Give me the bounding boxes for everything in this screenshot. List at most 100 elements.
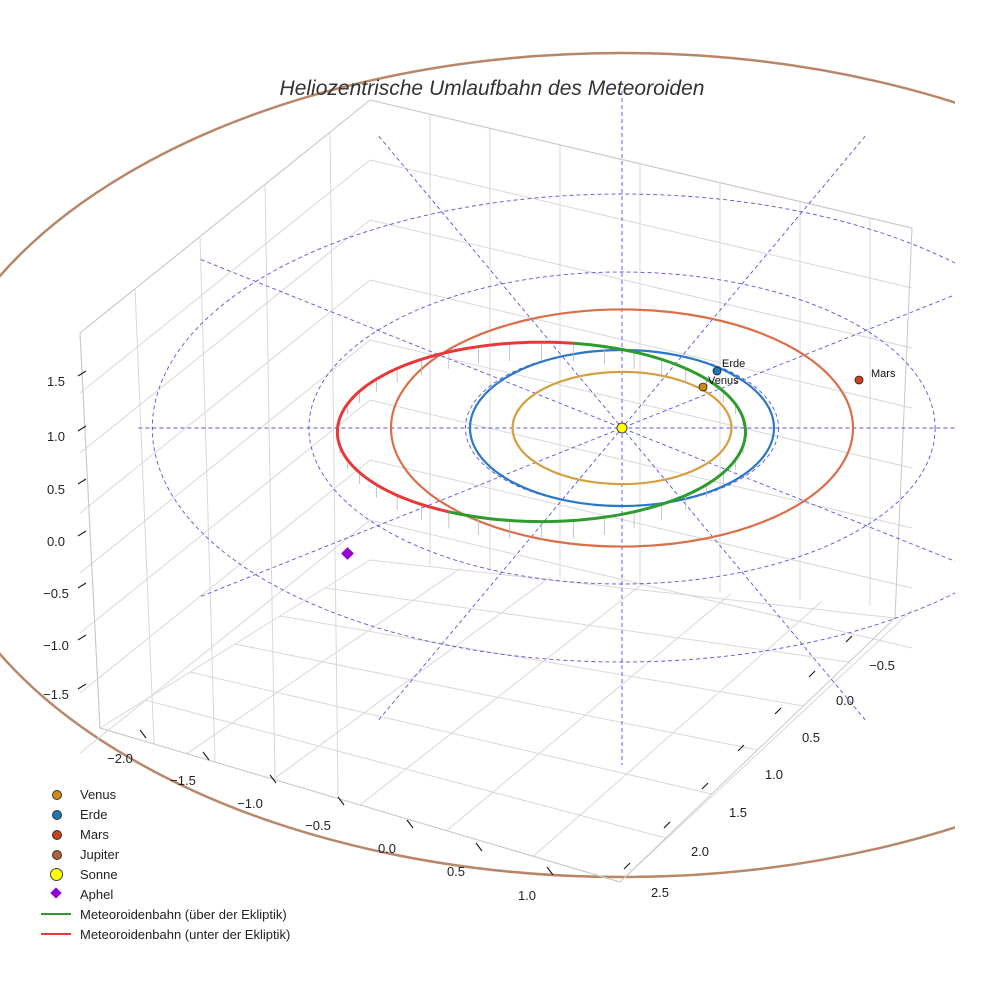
legend-label: Aphel: [80, 886, 114, 902]
grid-line: [189, 671, 712, 795]
ecliptic-spoke: [200, 259, 955, 562]
legend-diamond-shape: [50, 887, 62, 899]
legend-line-shape: [41, 913, 71, 915]
erde-marker: [712, 366, 722, 376]
grid-line: [273, 576, 551, 780]
z-tick-label: −1.5: [43, 687, 69, 702]
legend-marker: [38, 924, 74, 944]
legend-marker: [38, 904, 74, 924]
z-tick-label: 0.0: [47, 534, 65, 549]
mars-orbit: [389, 308, 855, 548]
x-tick: [269, 774, 277, 784]
legend-label: Jupiter: [80, 846, 120, 862]
x-tick-label: 1.0: [518, 888, 536, 903]
legend-label: Meteoroidenbahn (unter der Ekliptik): [80, 926, 291, 942]
z-tick: [77, 634, 87, 641]
meteoroid-orbit: [335, 340, 748, 524]
x-tick: [475, 842, 483, 852]
y-tick: [737, 744, 745, 752]
sun-marker: [616, 422, 628, 434]
grid-line: [369, 559, 896, 619]
front-edge: [99, 727, 621, 883]
z-tick-label: −0.5: [43, 586, 69, 601]
legend-item: Venus: [38, 784, 290, 804]
grid-line: [279, 615, 804, 707]
grid-line: [329, 131, 339, 799]
z-tick: [77, 478, 87, 485]
grid-line: [79, 159, 913, 394]
z-tick-label: 0.5: [47, 482, 65, 497]
venus-orbit: [511, 370, 733, 486]
y-tick: [845, 635, 853, 643]
y-tick-label: 0.5: [802, 730, 820, 745]
legend-label: Mars: [80, 826, 109, 842]
z-tick-label: −1.0: [43, 638, 69, 653]
grid-line: [264, 183, 276, 781]
x-tick-label: 0.0: [378, 841, 396, 856]
right-back-edge: [894, 227, 913, 619]
y-tick-label: 2.0: [691, 844, 709, 859]
mars-marker: [854, 375, 864, 385]
erde-label: Erde: [722, 358, 745, 370]
legend-item: Meteoroidenbahn (über der Ekliptik): [38, 904, 290, 924]
y-tick-label: 1.5: [729, 805, 747, 820]
x-tick-label: −2.0: [107, 751, 133, 766]
grid-line: [79, 219, 913, 454]
chart-title: Heliozentrische Umlaufbahn des Meteoroid…: [280, 77, 705, 100]
grid-line: [199, 235, 216, 763]
grid-line: [359, 584, 642, 806]
y-tick-label: 1.0: [765, 767, 783, 782]
x-tick: [337, 796, 345, 806]
legend-line-shape: [41, 933, 71, 935]
legend-dot-shape: [52, 810, 62, 820]
y-tick: [623, 862, 631, 870]
legend-dot-shape: [52, 790, 62, 800]
x-tick: [406, 819, 414, 829]
legend: Venus Erde Mars Jupiter Sonne Aphel Meteoroide…: [38, 784, 290, 944]
legend-label: Venus: [80, 786, 117, 802]
legend-label: Sonne: [80, 866, 118, 882]
legend-marker: [38, 884, 74, 904]
grid-line: [79, 459, 913, 694]
grid-line: [79, 399, 913, 634]
x-tick-label: −0.5: [305, 818, 331, 833]
legend-marker: [38, 844, 74, 864]
legend-item: Mars: [38, 824, 290, 844]
z-tick-label: 1.5: [47, 374, 65, 389]
y-tick: [808, 670, 816, 678]
x-axis-ticks: −2.0 −1.5 −1.0 −0.5 0.0 0.5 1.0: [107, 729, 554, 903]
x-tick-label: −1.5: [170, 773, 196, 788]
legend-item: Sonne: [38, 864, 290, 884]
x-tick-label: 0.5: [447, 864, 465, 879]
venus-marker: [698, 382, 708, 392]
grid-line: [533, 601, 822, 857]
grid-line: [134, 287, 155, 745]
y-tick-label: 2.5: [651, 885, 669, 900]
y-tick: [701, 782, 709, 790]
legend-item: Jupiter: [38, 844, 290, 864]
legend-marker: [38, 784, 74, 804]
x-tick-label: −1.0: [237, 796, 263, 811]
y-tick-label: 0.0: [836, 693, 854, 708]
ecliptic-spoke: [200, 294, 955, 597]
axes-box: [79, 99, 913, 883]
top-left-edge: [79, 99, 371, 334]
grid-line: [79, 519, 913, 754]
legend-item: Aphel: [38, 884, 290, 904]
x-tick: [139, 729, 147, 739]
z-tick: [77, 370, 87, 377]
legend-label: Meteoroidenbahn (über der Ekliptik): [80, 906, 287, 922]
grid-line: [446, 592, 732, 832]
y-tick-label: −0.5: [869, 658, 895, 673]
x-tick: [202, 751, 210, 761]
jupiter-orbit: [0, 51, 955, 879]
legend-sun-shape: [50, 868, 63, 881]
y-tick: [774, 707, 782, 715]
z-tick: [77, 582, 87, 589]
z-tick: [77, 530, 87, 537]
venus-label: Venus: [708, 375, 739, 387]
right-front-edge: [619, 617, 896, 883]
z-tick: [77, 683, 87, 690]
legend-label: Erde: [80, 806, 108, 822]
grid-line: [79, 279, 913, 514]
